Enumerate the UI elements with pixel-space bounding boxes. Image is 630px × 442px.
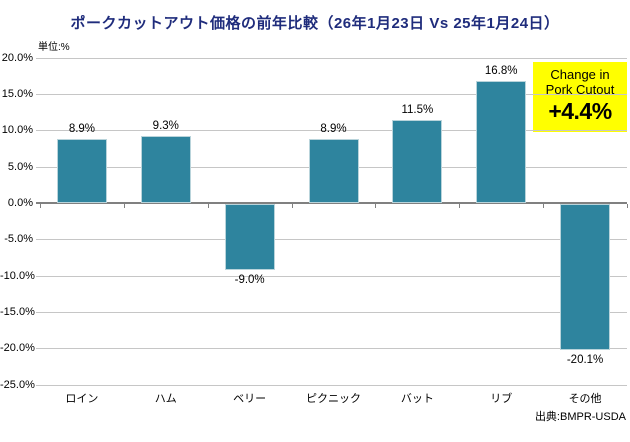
bar-value-label: 11.5%	[401, 103, 434, 116]
gridline	[36, 348, 627, 350]
gridline	[36, 239, 627, 241]
y-axis-tick-label: -20.0%	[0, 342, 35, 355]
callout-value: +4.4%	[548, 98, 612, 124]
x-axis-category-label: バット	[400, 393, 434, 405]
bar-value-label: -20.1%	[566, 354, 604, 367]
bar-value-label: -9.0%	[234, 273, 265, 286]
change-callout-box: Change in Pork Cutout +4.4%	[533, 62, 627, 132]
bar-value-label: 9.3%	[152, 119, 179, 132]
category-tick	[375, 204, 377, 209]
x-axis-category-label: ベリー	[233, 393, 267, 405]
category-tick	[207, 204, 209, 209]
category-tick	[627, 204, 628, 209]
y-axis-tick-label: 0.0%	[7, 196, 33, 209]
gridline	[36, 275, 627, 277]
y-axis-tick-label: -5.0%	[4, 233, 33, 246]
bar	[392, 119, 443, 204]
chart-title: ポークカットアウト価格の前年比較（26年1月23日 Vs 25年1月24日）	[70, 15, 560, 32]
x-axis-category-label: リブ	[490, 393, 513, 405]
bar-value-label: 8.9%	[68, 122, 96, 135]
gridline	[36, 311, 627, 313]
y-axis-tick-label: -25.0%	[0, 378, 35, 391]
gridline	[36, 57, 627, 59]
gridline	[36, 93, 627, 95]
callout-caption-line1: Change in	[550, 67, 610, 82]
bar	[476, 81, 527, 204]
category-tick	[40, 204, 41, 209]
gridline	[36, 384, 627, 386]
source-note: 出典:BMPR-USDA	[534, 411, 626, 423]
y-axis-tick-label: -10.0%	[0, 269, 35, 282]
bar	[224, 204, 275, 270]
y-axis-tick-label: 5.0%	[7, 160, 33, 173]
bar	[308, 138, 359, 204]
bar-value-label: 8.9%	[320, 122, 347, 135]
x-axis-category-label: ハム	[154, 393, 177, 405]
category-tick	[123, 204, 125, 209]
y-axis-tick-label: 15.0%	[1, 87, 33, 100]
y-axis-unit-label: 単位:%	[38, 42, 70, 53]
category-tick	[543, 204, 545, 209]
gridline	[36, 130, 627, 132]
bar	[56, 138, 107, 204]
bar	[560, 204, 611, 351]
y-axis-tick-label: 10.0%	[1, 124, 33, 137]
bar	[140, 135, 191, 204]
category-tick	[291, 204, 293, 209]
category-tick	[459, 204, 461, 209]
zero-axis-line	[36, 202, 627, 205]
x-axis-category-label: その他	[568, 393, 602, 405]
x-axis-category-label: ピクニック	[305, 393, 361, 405]
callout-caption-line2: Pork Cutout	[545, 82, 615, 97]
bar-value-label: 16.8%	[484, 65, 518, 78]
y-axis-tick-label: -15.0%	[0, 305, 35, 318]
x-axis-category-label: ロイン	[65, 393, 99, 405]
y-axis-tick-label: 20.0%	[1, 51, 33, 64]
